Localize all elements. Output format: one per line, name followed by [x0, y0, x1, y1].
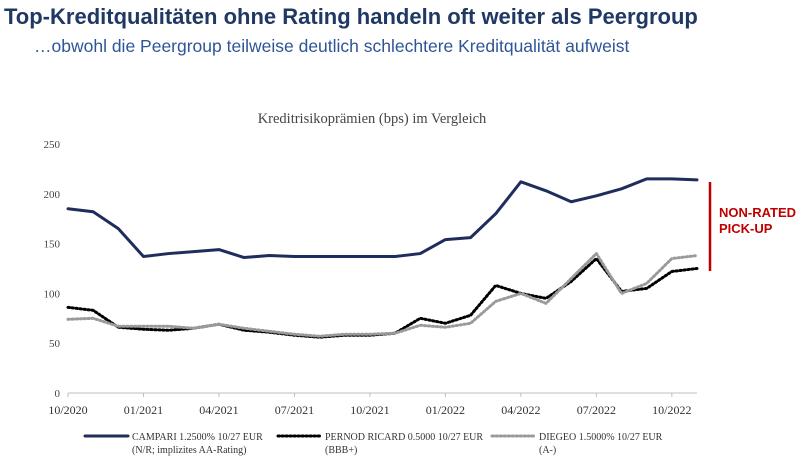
x-tick-label: 10/2020 [48, 403, 87, 417]
x-tick-label: 10/2021 [350, 403, 389, 417]
series-line [66, 177, 699, 260]
x-tick-label: 04/2021 [199, 403, 238, 417]
y-tick-label: 150 [44, 239, 61, 251]
legend-sublabel: (A-) [539, 445, 556, 456]
y-tick-label: 0 [55, 388, 61, 400]
y-tick-label: 50 [49, 338, 61, 350]
legend-sublabel: (N/R; implizites AA-Rating) [132, 445, 246, 456]
x-tick-label: 10/2022 [652, 403, 691, 417]
series-line [66, 252, 699, 338]
y-tick-label: 250 [44, 139, 61, 151]
slide-title: Top-Kreditqualitäten ohne Rating handeln… [4, 4, 698, 29]
legend-label: DIEGEO 1.5000% 10/27 EUR [539, 432, 663, 443]
slide-subtitle: …obwohl die Peergroup teilweise deutlich… [34, 36, 629, 56]
legend-label: PERNOD RICARD 0.5000 10/27 EUR [325, 432, 483, 443]
legend-label: CAMPARI 1.2500% 10/27 EUR [132, 432, 263, 443]
x-tick-label: 01/2022 [426, 403, 465, 417]
y-tick-label: 200 [44, 189, 61, 201]
chart-title: Kreditrisikoprämien (bps) im Vergleich [258, 111, 487, 127]
x-tick-label: 04/2022 [501, 403, 540, 417]
annotation: PICK-UP [719, 221, 773, 236]
y-tick-label: 100 [44, 288, 61, 300]
x-tick-label: 07/2021 [275, 403, 314, 417]
legend-sublabel: (BBB+) [325, 445, 357, 456]
x-tick-label: 07/2022 [577, 403, 616, 417]
annotation: NON-RATED [719, 205, 796, 220]
x-tick-label: 01/2021 [124, 403, 163, 417]
